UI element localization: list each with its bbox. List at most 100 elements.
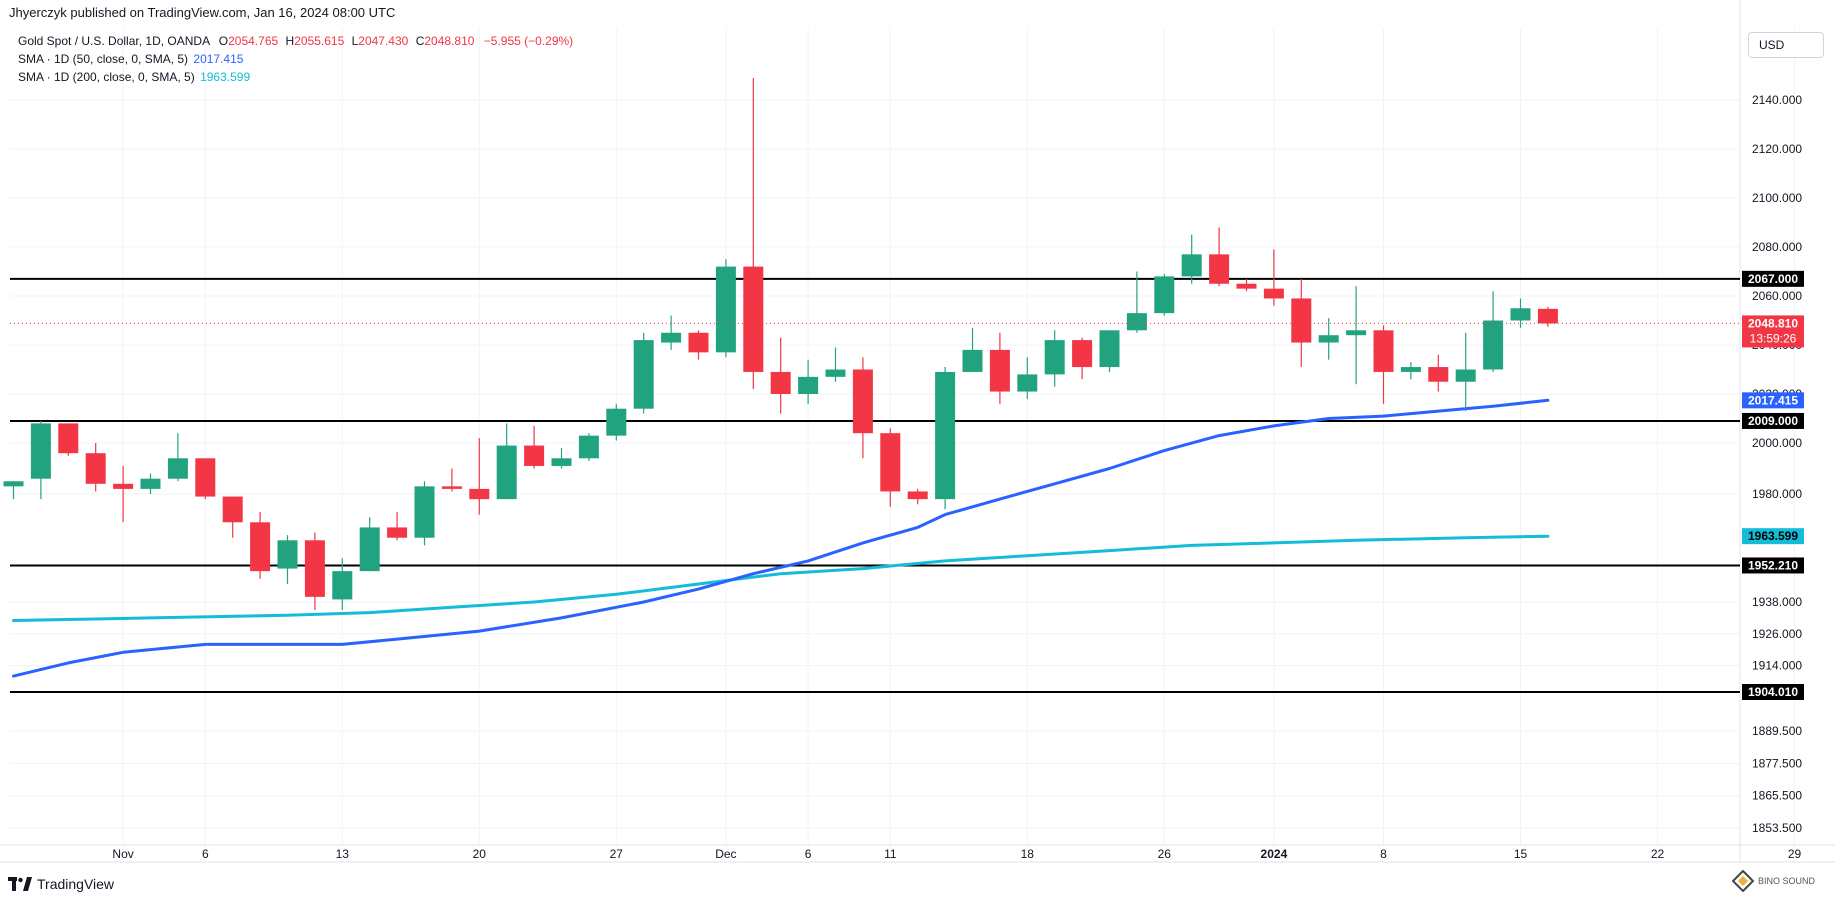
x-tick-label: 2024 bbox=[1261, 847, 1288, 861]
candle-body bbox=[387, 527, 408, 538]
level-price-tag-bg bbox=[1742, 270, 1804, 287]
publisher-text: Jhyerczyk published on TradingView.com, … bbox=[9, 5, 396, 20]
candle-body bbox=[798, 376, 819, 394]
candle-body bbox=[469, 488, 490, 500]
y-tick-label: 2100.000 bbox=[1752, 191, 1802, 205]
candle-body bbox=[880, 433, 901, 492]
x-tick-label: 13 bbox=[336, 847, 350, 861]
candle-body bbox=[989, 349, 1010, 392]
candle-body bbox=[962, 349, 983, 372]
candle-body bbox=[1044, 340, 1065, 375]
x-tick-label: 6 bbox=[202, 847, 209, 861]
sma200-legend-row[interactable]: SMA · 1D (200, close, 0, SMA, 5) 1963.59… bbox=[18, 68, 573, 86]
watermark-logo-icon bbox=[1732, 870, 1754, 892]
candle-body bbox=[1318, 335, 1339, 343]
candle-body bbox=[606, 408, 627, 436]
symbol-name: Gold Spot / U.S. Dollar, 1D, OANDA bbox=[18, 34, 210, 48]
chart-legend: Gold Spot / U.S. Dollar, 1D, OANDA O2054… bbox=[18, 32, 573, 86]
candle-body bbox=[935, 371, 956, 500]
close-value: 2048.810 bbox=[424, 34, 475, 48]
candle-body bbox=[578, 435, 599, 459]
symbol-legend-row[interactable]: Gold Spot / U.S. Dollar, 1D, OANDA O2054… bbox=[18, 32, 573, 50]
last-price-tag: 2048.810 bbox=[1748, 316, 1798, 330]
candle-body bbox=[1263, 288, 1284, 299]
candle-body bbox=[1099, 330, 1120, 368]
candle-body bbox=[441, 486, 462, 489]
candle-body bbox=[1537, 308, 1558, 324]
high-value: 2055.615 bbox=[294, 34, 345, 48]
candle-body bbox=[332, 571, 353, 600]
low-value: 2047.430 bbox=[358, 34, 409, 48]
x-tick-label: 11 bbox=[884, 847, 897, 861]
x-tick-label: 8 bbox=[1380, 847, 1387, 861]
sma200-value: 1963.599 bbox=[200, 70, 251, 84]
candle-body bbox=[1126, 313, 1147, 331]
change-value: −5.955 (−0.29%) bbox=[483, 34, 574, 48]
footer-brand[interactable]: TradingView bbox=[8, 874, 114, 894]
y-tick-label: 2060.000 bbox=[1752, 289, 1802, 303]
tradingview-logo-icon bbox=[8, 877, 32, 891]
level-price-tag: 2067.000 bbox=[1748, 272, 1798, 286]
watermark-text: BINO SOUND bbox=[1758, 876, 1816, 886]
candle-body bbox=[633, 340, 654, 409]
candle-body bbox=[1373, 330, 1394, 372]
candle-body bbox=[1072, 340, 1093, 368]
y-tick-label: 1926.000 bbox=[1752, 627, 1802, 641]
candle-body bbox=[825, 369, 846, 377]
candle-body bbox=[524, 445, 545, 466]
y-tick-label: 1865.500 bbox=[1752, 789, 1802, 803]
sma200-label: SMA · 1D (200, close, 0, SMA, 5) bbox=[18, 70, 195, 84]
sma50-price-tag: 2017.415 bbox=[1748, 393, 1798, 407]
candle-body bbox=[277, 540, 298, 569]
sma200-price-tag-bg bbox=[1742, 528, 1804, 545]
level-price-tag: 2009.000 bbox=[1748, 414, 1798, 428]
candle-body bbox=[167, 458, 188, 479]
candle-body bbox=[551, 458, 572, 466]
sma50-legend-row[interactable]: SMA · 1D (50, close, 0, SMA, 5) 2017.415 bbox=[18, 50, 573, 68]
candle-body bbox=[1346, 330, 1367, 336]
y-tick-label: 1914.000 bbox=[1752, 659, 1802, 673]
y-tick-label: 2140.000 bbox=[1752, 93, 1802, 107]
last-price-tag-bg bbox=[1742, 315, 1804, 348]
candle-body bbox=[1455, 369, 1476, 382]
level-price-tag-bg bbox=[1742, 412, 1804, 429]
candle-body bbox=[113, 483, 134, 489]
sma50-label: SMA · 1D (50, close, 0, SMA, 5) bbox=[18, 52, 189, 66]
low-label: L bbox=[351, 34, 359, 48]
x-tick-label: Nov bbox=[112, 847, 133, 861]
candle-body bbox=[250, 522, 271, 572]
candle-body bbox=[1209, 254, 1230, 284]
y-tick-label: 2000.000 bbox=[1752, 436, 1802, 450]
candle-body bbox=[359, 527, 380, 572]
x-tick-label: 20 bbox=[473, 847, 487, 861]
y-tick-label: 1853.500 bbox=[1752, 821, 1802, 835]
level-price-tag: 1952.210 bbox=[1748, 558, 1798, 572]
level-price-tag: 1904.010 bbox=[1748, 685, 1798, 699]
candle-body bbox=[688, 332, 709, 353]
candle-body bbox=[1400, 367, 1421, 372]
candle-body bbox=[140, 478, 161, 489]
candle-body bbox=[304, 540, 325, 597]
candle-body bbox=[58, 423, 79, 454]
sma50-value: 2017.415 bbox=[193, 52, 244, 66]
candle-body bbox=[715, 266, 736, 353]
candle-body bbox=[852, 369, 873, 434]
candle-body bbox=[1510, 308, 1531, 321]
x-tick-label: 15 bbox=[1514, 847, 1528, 861]
candle-body bbox=[222, 496, 243, 523]
x-tick-label: 26 bbox=[1158, 847, 1172, 861]
open-label: O bbox=[218, 34, 229, 48]
currency-selector[interactable]: USD bbox=[1748, 32, 1824, 58]
countdown-tag: 13:59:26 bbox=[1750, 331, 1797, 345]
high-label: H bbox=[285, 34, 295, 48]
candle-body bbox=[661, 332, 682, 343]
footer-brand-text: TradingView bbox=[37, 876, 115, 892]
x-tick-label: 6 bbox=[805, 847, 812, 861]
candle-body bbox=[414, 486, 435, 538]
candle-body bbox=[195, 458, 216, 497]
close-label: C bbox=[415, 34, 425, 48]
x-tick-label: 22 bbox=[1651, 847, 1665, 861]
sma200-line bbox=[12, 534, 1550, 622]
candle-body bbox=[1483, 320, 1504, 370]
